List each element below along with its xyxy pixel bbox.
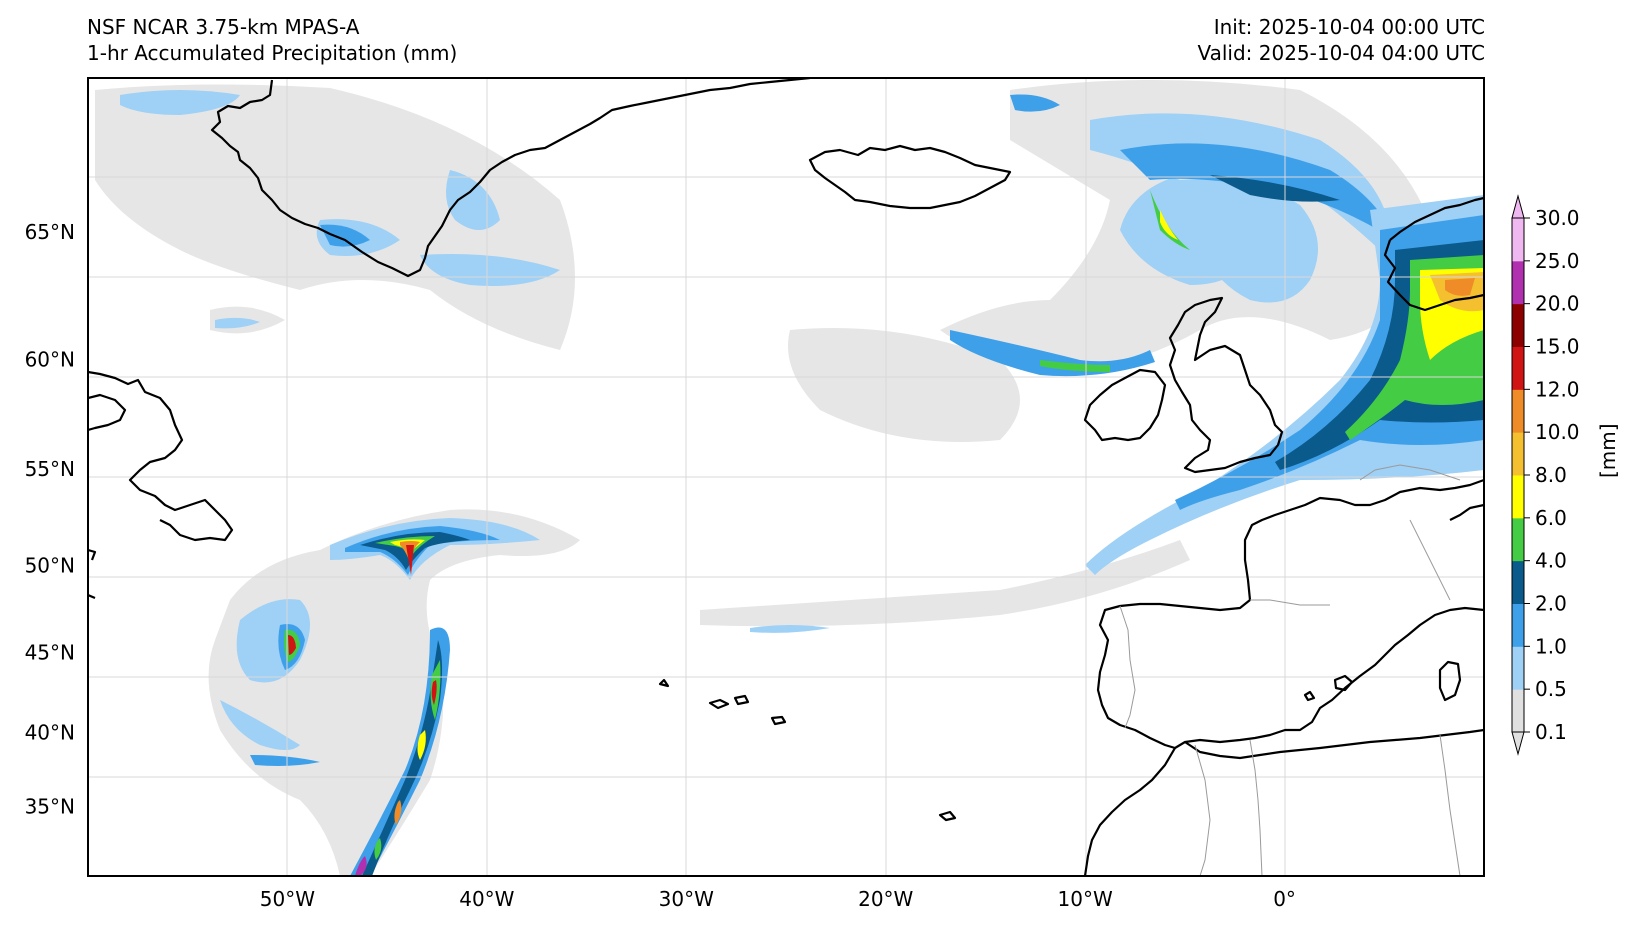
- colorbar-level-label: 25.0: [1535, 249, 1580, 273]
- colorbar-swatch: [1512, 475, 1524, 519]
- field-title: 1-hr Accumulated Precipitation (mm): [87, 41, 458, 65]
- model-title: NSF NCAR 3.75-km MPAS-A: [87, 15, 360, 39]
- lat-label: 50°N: [25, 554, 75, 578]
- coastlines: [88, 78, 1484, 876]
- colorbar-extend-max: [1511, 194, 1525, 219]
- colorbar-level-label: 2.0: [1535, 592, 1567, 616]
- colorbar-level-label: 20.0: [1535, 292, 1580, 316]
- lat-label: 60°N: [25, 348, 75, 372]
- lon-label: 10°W: [1058, 887, 1113, 911]
- valid-time: Valid: 2025-10-04 04:00 UTC: [1197, 41, 1485, 65]
- colorbar-level-label: 12.0: [1535, 377, 1580, 401]
- colorbar-level-label: 0.1: [1535, 720, 1567, 744]
- colorbar-swatch: [1512, 218, 1524, 262]
- colorbar-level-label: 6.0: [1535, 506, 1567, 530]
- colorbar-swatch: [1512, 346, 1524, 390]
- colorbar-swatch: [1512, 517, 1524, 562]
- latitude-labels: 65°N 60°N 55°N 50°N 45°N 40°N 35°N: [25, 220, 75, 818]
- gridlines: [88, 78, 1484, 876]
- colorbar-level-label: 30.0: [1535, 206, 1580, 230]
- lon-label: 0°: [1273, 887, 1296, 911]
- colorbar-level-label: 0.5: [1535, 677, 1567, 701]
- colorbar-level-label: 15.0: [1535, 335, 1580, 359]
- lon-label: 50°W: [260, 887, 315, 911]
- colorbar-extend-min: [1511, 731, 1525, 756]
- colorbar-swatch: [1512, 432, 1524, 476]
- colorbar-swatch: [1512, 303, 1524, 347]
- colorbar-swatch: [1512, 689, 1524, 733]
- colorbar-swatch: [1512, 560, 1524, 604]
- colorbar-level-label: 8.0: [1535, 463, 1567, 487]
- country-borders: [1119, 464, 1461, 876]
- longitude-labels: 50°W 40°W 30°W 20°W 10°W 0°: [260, 887, 1296, 911]
- lat-label: 65°N: [25, 220, 75, 244]
- colorbar-swatch: [1512, 389, 1524, 433]
- colorbar-swatch: [1512, 260, 1524, 305]
- precipitation-field: [95, 80, 1484, 876]
- lat-label: 55°N: [25, 457, 75, 481]
- colorbar-level-label: 4.0: [1535, 549, 1567, 573]
- init-time: Init: 2025-10-04 00:00 UTC: [1213, 15, 1485, 39]
- lon-label: 20°W: [858, 887, 913, 911]
- lon-label: 30°W: [659, 887, 714, 911]
- colorbar-level-label: 10.0: [1535, 420, 1580, 444]
- map-frame: [87, 77, 1485, 877]
- colorbar-swatch: [1512, 646, 1524, 690]
- lat-label: 40°N: [25, 720, 75, 744]
- map-content: [88, 78, 1484, 876]
- colorbar-unit-label: [mm]: [1596, 423, 1620, 478]
- colorbar: 0.1 0.5 1.0 2.0 4.0 6.0 8.0 10.0 12.0 15.0 20.0 25.…: [1511, 194, 1580, 756]
- lat-label: 45°N: [25, 641, 75, 665]
- lon-label: 40°W: [459, 887, 514, 911]
- colorbar-swatch: [1512, 603, 1524, 647]
- colorbar-level-label: 1.0: [1535, 634, 1567, 658]
- lat-label: 35°N: [25, 794, 75, 818]
